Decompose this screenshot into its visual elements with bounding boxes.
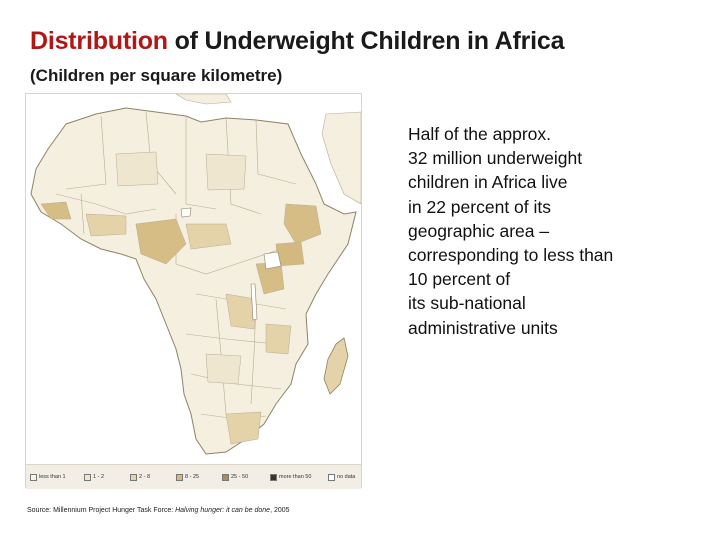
- lake-chad: [180, 207, 192, 218]
- legend-item: more than 50: [270, 473, 311, 483]
- europe-land: [175, 94, 232, 105]
- description-line: corresponding to less than: [408, 245, 614, 266]
- description-line: children in Africa live: [408, 172, 568, 193]
- legend-swatch: [222, 473, 229, 481]
- africa-map-graphic: [30, 94, 361, 455]
- legend-swatch: [30, 473, 37, 481]
- source-suffix: , 2005: [270, 507, 290, 514]
- africa-continent: [30, 107, 357, 455]
- legend-item: 2 - 8: [130, 473, 150, 483]
- legend-item: no data: [328, 473, 355, 483]
- legend-label: 25 - 50: [231, 474, 249, 480]
- legend-swatch: [328, 473, 335, 481]
- description-line: geographic area –: [408, 220, 550, 241]
- legend-label: 1 - 2: [93, 474, 105, 480]
- legend-item: 25 - 50: [222, 473, 248, 483]
- map-legend: less than 1 1 - 2 2 - 8 8 - 25 25 - 50 m…: [26, 464, 361, 489]
- legend-item: less than 1: [30, 473, 66, 483]
- source-prefix: Source: Millennium Project Hunger Task F…: [27, 507, 176, 514]
- legend-label: 2 - 8: [139, 474, 151, 480]
- legend-swatch: [176, 473, 183, 481]
- slide-title: Distribution of Underweight Children in …: [30, 27, 565, 56]
- africa-map: less than 1 1 - 2 2 - 8 8 - 25 25 - 50 m…: [25, 93, 362, 489]
- title-rest: of Underweight Children in Africa: [167, 27, 565, 55]
- legend-label: no data: [337, 474, 356, 480]
- legend-label: more than 50: [279, 474, 312, 480]
- description-line: its sub-national: [408, 293, 526, 314]
- source-title: Halving hunger: it can be done: [175, 507, 271, 514]
- lake-victoria: [263, 251, 282, 270]
- madagascar: [323, 337, 349, 395]
- source-citation: Source: Millennium Project Hunger Task F…: [27, 507, 290, 514]
- arabia-land: [321, 111, 361, 205]
- description-line: 10 percent of: [408, 269, 511, 290]
- description-line: administrative units: [408, 317, 558, 338]
- lake-tanganyika: [250, 283, 258, 321]
- description-text: Half of the approx. 32 million underweig…: [408, 122, 708, 340]
- description-line: in 22 percent of its: [408, 196, 551, 217]
- density-regions: [40, 151, 322, 445]
- legend-swatch: [270, 473, 277, 481]
- slide-subtitle: (Children per square kilometre): [30, 66, 283, 85]
- legend-swatch: [84, 473, 91, 481]
- legend-swatch: [130, 473, 137, 481]
- title-accent: Distribution: [30, 27, 168, 55]
- country-borders: [55, 111, 317, 420]
- legend-label: 8 - 25: [185, 474, 200, 480]
- legend-item: 1 - 2: [84, 473, 104, 483]
- description-line: 32 million underweight: [408, 148, 583, 169]
- legend-label: less than 1: [39, 474, 66, 480]
- legend-item: 8 - 25: [176, 473, 199, 483]
- description-line: Half of the approx.: [408, 124, 551, 144]
